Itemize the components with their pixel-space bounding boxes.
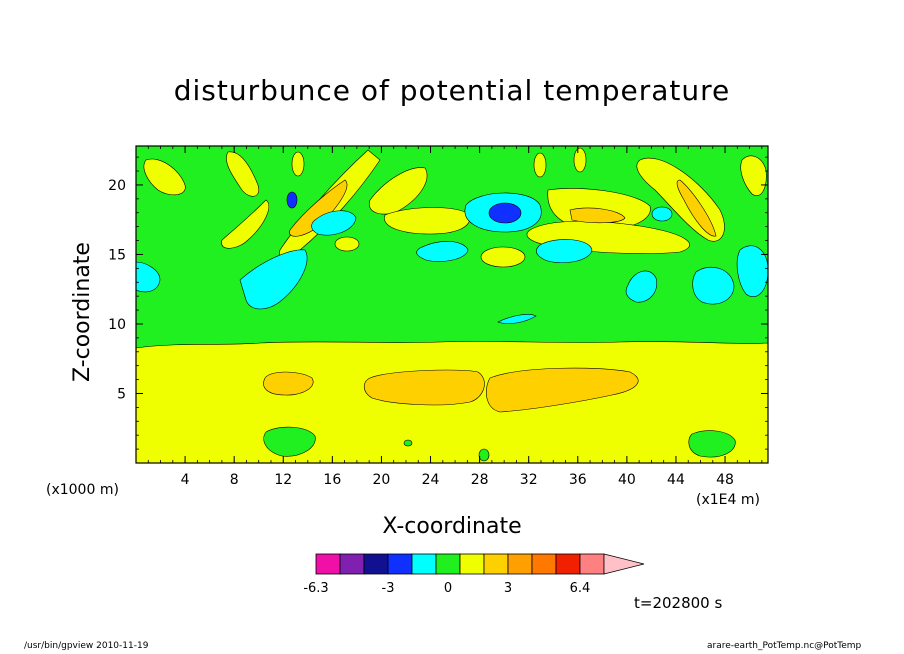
x-unit-label: (x1E4 m) — [696, 492, 760, 508]
cool-core — [736, 245, 768, 298]
cool-core — [692, 266, 735, 305]
x-tick-label: 8 — [230, 472, 239, 488]
cool-blob — [688, 430, 736, 458]
cool-core — [239, 249, 308, 310]
x-tick-label: 28 — [471, 472, 489, 488]
y-tick-label: 5 — [117, 386, 126, 402]
colorbar-tick-label: 0 — [444, 581, 452, 596]
colorbar-tick-label: 3 — [504, 581, 512, 596]
x-tick-label: 12 — [274, 472, 292, 488]
colorbar-segment — [459, 553, 485, 575]
cool-blob — [478, 448, 490, 462]
warm-blob — [221, 199, 270, 249]
plot-frame — [135, 145, 769, 464]
contour-field — [136, 146, 768, 463]
warm-blob — [263, 371, 314, 396]
x-tick-label: 4 — [181, 472, 190, 488]
colorbar-tick-label: -3 — [382, 581, 395, 596]
warm-core — [569, 207, 626, 224]
colorbar-tick-label: 6.4 — [570, 581, 591, 596]
cool-core — [416, 241, 469, 262]
y-axis: 5 10 15 20 — [108, 156, 768, 450]
cool-core — [286, 191, 298, 209]
footer-command: /usr/bin/gpview 2010-11-19 — [24, 641, 149, 651]
colorbar-segment — [579, 553, 605, 575]
colorbar-segment — [555, 553, 581, 575]
z-unit-label: (x1000 m) — [46, 482, 119, 498]
x-tick-label: 32 — [520, 472, 538, 488]
colorbar-tick-label: -6.3 — [303, 581, 328, 596]
warm-blob — [363, 369, 485, 406]
x-tick-label: 44 — [667, 472, 685, 488]
cool-core — [311, 210, 357, 236]
warm-blob — [480, 246, 526, 268]
warm-blob — [573, 147, 587, 173]
colorbar-segment — [411, 553, 437, 575]
colorbar-segment — [363, 553, 389, 575]
cool-core — [651, 206, 673, 222]
x-tick-label: 24 — [422, 472, 440, 488]
warm-blob — [740, 155, 767, 196]
cool-core — [536, 239, 593, 263]
cool-core — [136, 261, 161, 293]
colorbar-segment — [387, 553, 413, 575]
warm-core — [289, 179, 348, 237]
chart-title: disturbunce of potential temperature — [173, 74, 731, 107]
x-tick-label: 36 — [569, 472, 587, 488]
colorbar-segment — [531, 553, 557, 575]
cool-blob — [403, 439, 413, 447]
time-label: t=202800 s — [634, 594, 723, 612]
warm-core — [676, 179, 717, 237]
warm-blob — [533, 152, 547, 178]
cool-core — [625, 270, 658, 303]
colorbar-segment — [483, 553, 509, 575]
cold-center — [488, 202, 522, 224]
colorbar-segment — [339, 553, 365, 575]
x-tick-label: 16 — [323, 472, 341, 488]
x-tick-label: 20 — [373, 472, 391, 488]
y-tick-label: 15 — [108, 247, 126, 263]
x-axis-label: X-coordinate — [382, 514, 522, 539]
warm-blob — [384, 207, 471, 235]
y-tick-label: 10 — [108, 317, 126, 333]
colorbar-segment — [435, 553, 461, 575]
warm-blob — [291, 151, 305, 177]
cool-blob — [263, 426, 316, 457]
colorbar-segment — [507, 553, 533, 575]
warm-blob — [143, 158, 186, 196]
x-tick-label: 40 — [618, 472, 636, 488]
x-tick-label: 48 — [716, 472, 734, 488]
cool-core — [497, 314, 537, 324]
colorbar-extend-arrow — [603, 553, 645, 575]
warm-blob — [334, 236, 360, 252]
colorbar: -6.3 -3 0 3 6.4 — [303, 553, 645, 596]
warm-blob — [486, 367, 639, 413]
y-axis-label: Z-coordinate — [70, 242, 95, 382]
x-axis: 4 8 12 16 20 24 28 32 36 40 44 48 — [147, 146, 763, 488]
warm-blob — [226, 151, 260, 197]
colorbar-segment — [315, 553, 341, 575]
footer-source: arare-earth_PotTemp.nc@PotTemp — [707, 641, 862, 651]
y-tick-label: 20 — [108, 178, 126, 194]
warm-blob — [368, 167, 428, 215]
